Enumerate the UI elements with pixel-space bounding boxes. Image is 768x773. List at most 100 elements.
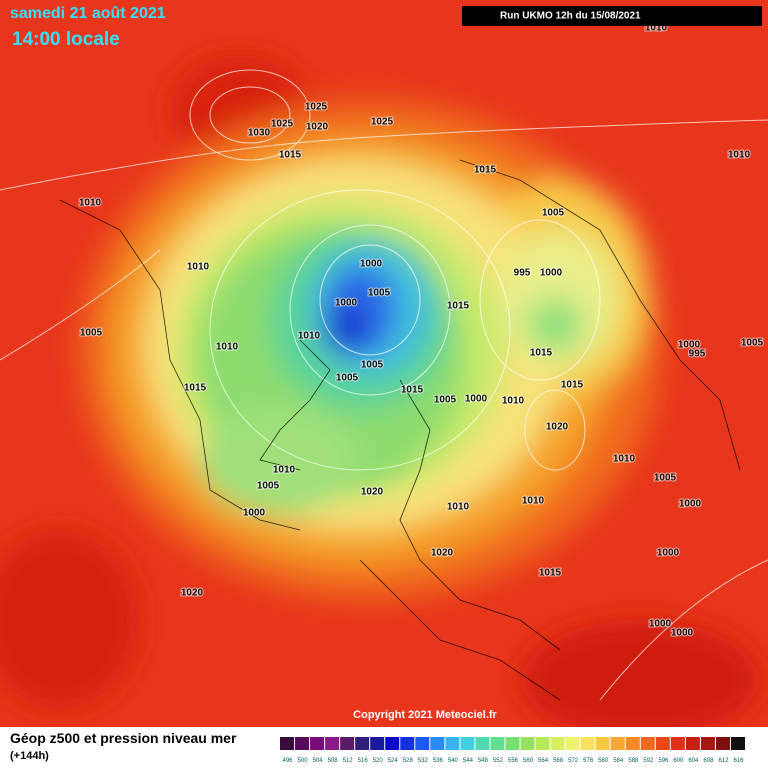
scale-label: 516 (358, 758, 369, 764)
scale-swatch (295, 737, 310, 750)
isobar-label: 1025 (305, 102, 328, 113)
scale-swatch (640, 737, 655, 750)
copyright: Copyright 2021 Meteociel.fr (353, 709, 497, 721)
isobar-label: 1010 (273, 465, 296, 476)
isobar-label: 1020 (306, 122, 329, 133)
isobar-label: 1025 (371, 117, 394, 128)
scale-swatch (715, 737, 730, 750)
scale-swatch (610, 737, 625, 750)
scale-label: 496 (283, 758, 294, 764)
isobar-label: 1010 (613, 454, 636, 465)
scale-label: 612 (718, 758, 729, 764)
scale-label: 524 (388, 758, 399, 764)
scale-label: 576 (583, 758, 594, 764)
scale-label: 588 (628, 758, 639, 764)
scale-swatch (655, 737, 670, 750)
time-label: 14:00 locale (12, 29, 120, 50)
isobar-label: 1005 (80, 328, 103, 339)
scale-label: 556 (508, 758, 519, 764)
isobar-label: 1015 (401, 385, 424, 396)
isobar-label: 1020 (181, 588, 204, 599)
scale-swatch (670, 737, 685, 750)
isobar-label: 1005 (368, 288, 391, 299)
scale-label: 580 (598, 758, 609, 764)
scale-label: 512 (343, 758, 354, 764)
isobars (0, 69, 768, 701)
isobar-label: 1020 (361, 487, 384, 498)
isobar-label: 1010 (79, 198, 102, 209)
scale-swatch (730, 737, 745, 750)
isobar-label: 1025 (271, 119, 294, 130)
scale-label: 616 (733, 758, 744, 764)
isobar-label: 1000 (335, 298, 358, 309)
scale-label: 520 (373, 758, 384, 764)
isobar-label: 1010 (522, 496, 545, 507)
isobar-label: 1000 (540, 268, 563, 279)
isobar-label: 1015 (539, 568, 562, 579)
isobar-label: 1005 (257, 481, 280, 492)
scale-label: 584 (613, 758, 624, 764)
scale-swatch (550, 737, 565, 750)
isobar-label: 1015 (561, 380, 584, 391)
scale-label: 544 (463, 758, 474, 764)
scale-swatch (430, 737, 445, 750)
isobar-label: 1005 (542, 208, 565, 219)
scale-swatch (415, 737, 430, 750)
run-label: Run UKMO 12h du 15/08/2021 (500, 11, 641, 22)
scale-label: 536 (433, 758, 444, 764)
isobar-label: 1000 (243, 508, 266, 519)
isobar-label: 1015 (530, 348, 553, 359)
scale-swatch (685, 737, 700, 750)
run-box (462, 6, 762, 26)
isobar-label: 1010 (447, 502, 470, 513)
isobar-label: 1030 (248, 128, 271, 139)
scale-swatch (595, 737, 610, 750)
isobar-label: 1010 (502, 396, 525, 407)
isobar-label: 1020 (546, 422, 569, 433)
scale-label: 504 (313, 758, 324, 764)
date-label: samedi 21 août 2021 (10, 5, 166, 22)
scale-label: 568 (553, 758, 564, 764)
scale-swatch (370, 737, 385, 750)
scale-label: 508 (328, 758, 339, 764)
isobar-label: 1015 (447, 301, 470, 312)
scale-label: 596 (658, 758, 669, 764)
scale-swatch (385, 737, 400, 750)
footer-subtitle: (+144h) (10, 750, 49, 762)
isobar-label: 1005 (654, 473, 677, 484)
isobar-label: 995 (689, 349, 706, 360)
scale-swatch (700, 737, 715, 750)
scale-swatch (520, 737, 535, 750)
isobar-label: 1015 (474, 165, 497, 176)
scale-swatch (280, 737, 295, 750)
scale-label: 540 (448, 758, 459, 764)
scale-swatch (310, 737, 325, 750)
isobar-label: 1020 (431, 548, 454, 559)
scale-swatch (490, 737, 505, 750)
scale-swatch (445, 737, 460, 750)
scale-swatch (535, 737, 550, 750)
scale-swatch (400, 737, 415, 750)
isobar-label: 1000 (671, 628, 694, 639)
scale-swatch (355, 737, 370, 750)
scale-label: 608 (703, 758, 714, 764)
scale-label: 604 (688, 758, 699, 764)
isobar-label: 1000 (678, 340, 701, 351)
isobar-label: 1015 (184, 383, 207, 394)
scale-label: 528 (403, 758, 414, 764)
isobar-label: 1005 (741, 338, 764, 349)
isobar-label: 1000 (679, 499, 702, 510)
isobar-label: 1010 (187, 262, 210, 273)
isobar-label: 1000 (657, 548, 680, 559)
isobar-label: 1010 (728, 150, 751, 161)
scale-swatch (625, 737, 640, 750)
isobar-label: 1000 (465, 394, 488, 405)
isobar-label: 1000 (360, 259, 383, 270)
scale-swatch (340, 737, 355, 750)
scale-swatch (460, 737, 475, 750)
isobar-label: 1005 (361, 360, 384, 371)
color-scale: 496 500 504 508 512 516 520 524 528 532 536 540 544 5… (280, 737, 745, 764)
isobar-label: 1005 (336, 373, 359, 384)
footer-title: Géop z500 et pression niveau mer (10, 730, 237, 746)
